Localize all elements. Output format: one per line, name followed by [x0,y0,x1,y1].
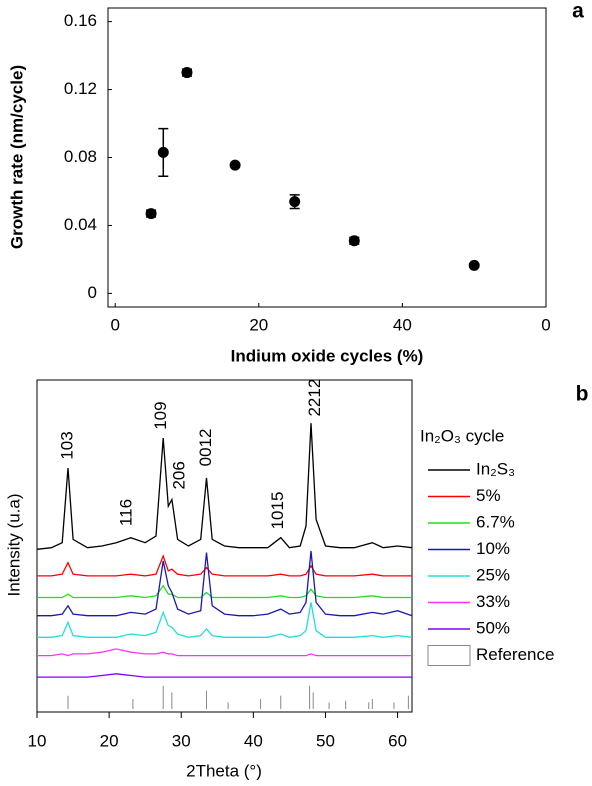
y-tick-label: 0.04 [64,215,97,234]
x-tick-label: 40 [393,315,412,334]
legend-label: Reference [476,645,554,664]
x-tick-label: 20 [100,731,119,750]
peak-label: 0012 [196,428,215,466]
xrd-trace [37,554,412,577]
y-tick-label: 0.08 [64,147,97,166]
xrd-trace [36,423,413,550]
legend-label: 10% [476,539,510,558]
x-tick-label: 50 [316,731,335,750]
y-tick-label: 0 [88,283,97,302]
peak-label: 103 [57,431,76,459]
x-tick-label: 20 [249,315,268,334]
xrd-trace [37,584,412,599]
y-axis-label: Intensity (u.a) [4,494,23,597]
legend-label: 6.7% [476,512,515,531]
data-point [145,208,157,220]
x-tick-label: 10 [28,731,47,750]
peak-label: 1015 [268,492,287,530]
plot-frame [36,379,413,713]
x-tick-label: 40 [244,731,263,750]
x-axis-label: 2Theta (°) [186,761,262,780]
plot-frame [107,7,547,308]
data-point [289,196,301,208]
y-tick-label: 0.16 [64,11,97,30]
xrd-trace [37,648,412,657]
data-point [348,235,360,247]
data-point [468,259,480,271]
data-point [157,146,169,158]
peak-label: 109 [151,401,170,429]
legend-label: 25% [476,565,510,584]
xrd-trace [37,550,413,617]
x-tick-label: 30 [172,731,191,750]
legend-label: In₂S₃ [476,459,515,478]
peak-label: 2212 [305,379,324,417]
x-tick-label: 0 [110,315,119,334]
legend-label: 33% [476,592,510,611]
panel-label: a [572,0,584,23]
x-tick-label: 0 [541,315,550,334]
legend-title: In₂O₃ cycle [420,426,504,445]
xrd-trace [37,673,412,678]
legend-swatch [427,645,471,666]
x-axis-label: Indium oxide cycles (%) [231,346,424,365]
data-point [229,159,241,171]
legend-label: 50% [476,618,510,637]
legend-label: 5% [476,486,501,505]
panel-label: b [576,383,589,406]
data-point [181,67,193,79]
y-axis-label: Growth rate (nm/cycle) [7,65,26,249]
xrd-trace [37,602,413,638]
peak-label: 206 [169,461,188,489]
peak-label: 116 [117,499,136,526]
y-tick-label: 0.12 [64,79,97,98]
x-tick-label: 60 [388,731,407,750]
